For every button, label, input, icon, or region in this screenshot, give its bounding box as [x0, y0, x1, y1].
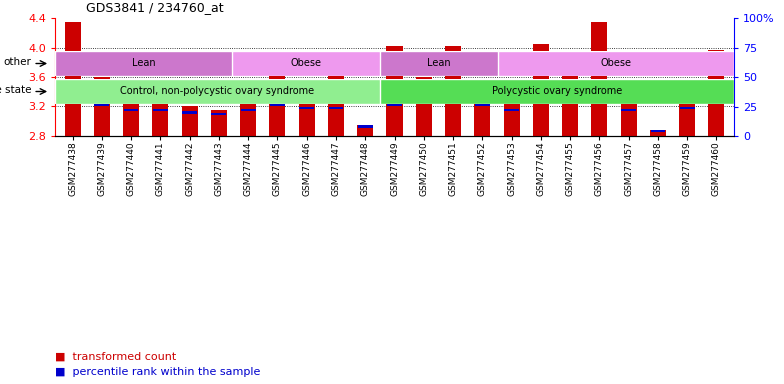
Bar [270, 104, 285, 106]
Bar [153, 109, 168, 111]
Bar [123, 86, 139, 136]
Bar [152, 96, 169, 136]
Bar [503, 83, 520, 136]
Bar [621, 109, 636, 111]
Text: ■  transformed count: ■ transformed count [55, 352, 176, 362]
Text: ■  percentile rank within the sample: ■ percentile rank within the sample [55, 367, 260, 377]
Bar [64, 22, 81, 136]
Text: Control, non-polycystic ovary syndrome: Control, non-polycystic ovary syndrome [120, 86, 314, 96]
Bar [651, 129, 666, 132]
Bar [299, 107, 314, 109]
Text: GDS3841 / 234760_at: GDS3841 / 234760_at [86, 1, 224, 14]
Bar [358, 125, 373, 136]
Bar [387, 104, 402, 106]
Bar [709, 99, 724, 102]
Bar [445, 99, 460, 102]
Bar [621, 101, 637, 136]
Bar [328, 107, 343, 109]
Bar [358, 125, 372, 128]
Bar [299, 82, 314, 136]
Bar [592, 94, 607, 97]
Bar [328, 76, 344, 136]
Bar [504, 109, 519, 111]
Text: Obese: Obese [290, 58, 321, 68]
Bar [241, 109, 256, 111]
Bar [182, 111, 197, 114]
Bar [563, 101, 578, 104]
Bar [182, 106, 198, 136]
Bar [650, 130, 666, 136]
Bar [416, 98, 431, 101]
Bar [240, 86, 256, 136]
Bar [562, 71, 578, 136]
Bar [416, 77, 432, 136]
Bar [680, 107, 695, 109]
Bar [65, 84, 80, 87]
Bar [709, 50, 724, 136]
Bar [270, 71, 285, 136]
Text: Lean: Lean [132, 58, 155, 68]
Bar [533, 44, 549, 136]
Bar [124, 109, 139, 111]
Bar [211, 110, 227, 136]
Text: other: other [4, 57, 31, 67]
Bar [387, 46, 402, 136]
Bar [94, 77, 110, 136]
Text: disease state: disease state [0, 85, 31, 95]
Bar [474, 79, 490, 136]
Text: Lean: Lean [427, 58, 451, 68]
Bar [212, 113, 227, 115]
Bar [591, 22, 608, 136]
Text: Obese: Obese [601, 58, 631, 68]
Bar [475, 104, 490, 106]
Bar [94, 104, 109, 106]
Bar [679, 101, 695, 136]
Text: Polycystic ovary syndrome: Polycystic ovary syndrome [492, 86, 622, 96]
Bar [533, 99, 548, 102]
Bar [445, 46, 461, 136]
